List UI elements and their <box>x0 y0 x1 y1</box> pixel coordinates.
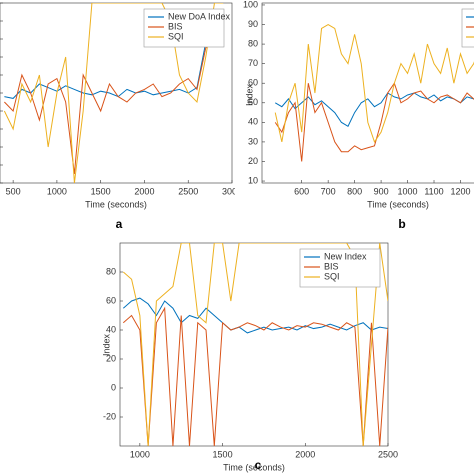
series-line <box>4 36 224 175</box>
plot-lines <box>274 23 474 162</box>
series-line <box>122 297 388 334</box>
series-line <box>122 306 388 446</box>
legend-label: BIS <box>324 261 339 271</box>
plot-lines <box>3 3 224 183</box>
y-tick-label: 50 <box>248 97 258 107</box>
panel-caption: c <box>255 458 262 472</box>
y-axis-label: Index <box>101 333 111 356</box>
x-tick-label: 1100 <box>424 186 443 196</box>
series-line <box>274 23 474 144</box>
plot-lines <box>122 243 388 446</box>
series-line <box>274 82 474 162</box>
y-tick-label: -20 <box>103 411 116 421</box>
x-tick-label: 700 <box>321 186 336 196</box>
y-tick-label: 40 <box>248 117 258 127</box>
legend-label: New Index <box>324 251 367 261</box>
panel-caption: a <box>116 217 123 231</box>
legend-label: New DoA Index <box>168 11 231 21</box>
x-tick-label: 600 <box>294 186 309 196</box>
x-tick-label: 800 <box>347 186 362 196</box>
x-tick-label: 1000 <box>398 186 418 196</box>
x-tick-label: 2500 <box>178 186 198 196</box>
x-tick-label: 2000 <box>295 449 315 459</box>
x-tick-label: 1000 <box>47 186 67 196</box>
legend-label: SQI <box>324 271 340 281</box>
chart: 1000 1500 2000 2500 -20 0 20 40 60 80 Time (second… <box>101 242 398 472</box>
y-tick-label: 10 <box>248 175 258 185</box>
y-tick-label: 60 <box>106 295 116 305</box>
y-tick-label: 20 <box>248 156 258 166</box>
x-tick-label: 500 <box>6 186 21 196</box>
y-tick-label: 20 <box>106 353 116 363</box>
y-tick-label: 60 <box>248 78 258 88</box>
x-axis-label: Time (seconds) <box>85 199 147 209</box>
legend-box <box>299 248 381 288</box>
x-tick-label: 1500 <box>91 186 111 196</box>
x-tick-label: 1500 <box>213 449 233 459</box>
y-tick-label: 90 <box>248 19 258 29</box>
y-tick-label: 40 <box>106 324 116 334</box>
x-tick-label: 900 <box>374 186 389 196</box>
y-tick-label: 80 <box>248 38 258 48</box>
x-tick-label: 1200 <box>450 186 470 196</box>
legend-box <box>143 8 225 48</box>
plot-area <box>261 2 474 184</box>
x-tick-label: 3000 <box>222 186 242 196</box>
x-tick-label: 1000 <box>130 449 150 459</box>
y-axis-label: Index <box>244 83 254 106</box>
legend-label: SQI <box>168 31 184 41</box>
chart: 600 700 800 900 1000 1100 1200 10 20 30 40 50 60 70 80… <box>243 0 474 209</box>
y-tick-label: 70 <box>248 58 258 68</box>
x-axis-label: Time (seconds) <box>223 462 285 472</box>
y-tick-label: 100 <box>243 0 258 9</box>
y-tick-label: 30 <box>248 136 258 146</box>
series-line <box>274 92 474 127</box>
chart: 5001000150020002500300001020304050607080… <box>0 2 242 209</box>
x-axis-label: Time (seconds) <box>367 199 429 209</box>
y-tick-label: 0 <box>111 382 116 392</box>
x-tick-label: 2000 <box>134 186 154 196</box>
y-tick-label: 80 <box>106 266 116 276</box>
legend-label: BIS <box>168 21 183 31</box>
series-line <box>122 243 388 446</box>
panel-caption: b <box>398 217 405 231</box>
series-line <box>3 3 224 183</box>
legend-box <box>461 8 474 48</box>
x-tick-label: 2500 <box>378 449 398 459</box>
